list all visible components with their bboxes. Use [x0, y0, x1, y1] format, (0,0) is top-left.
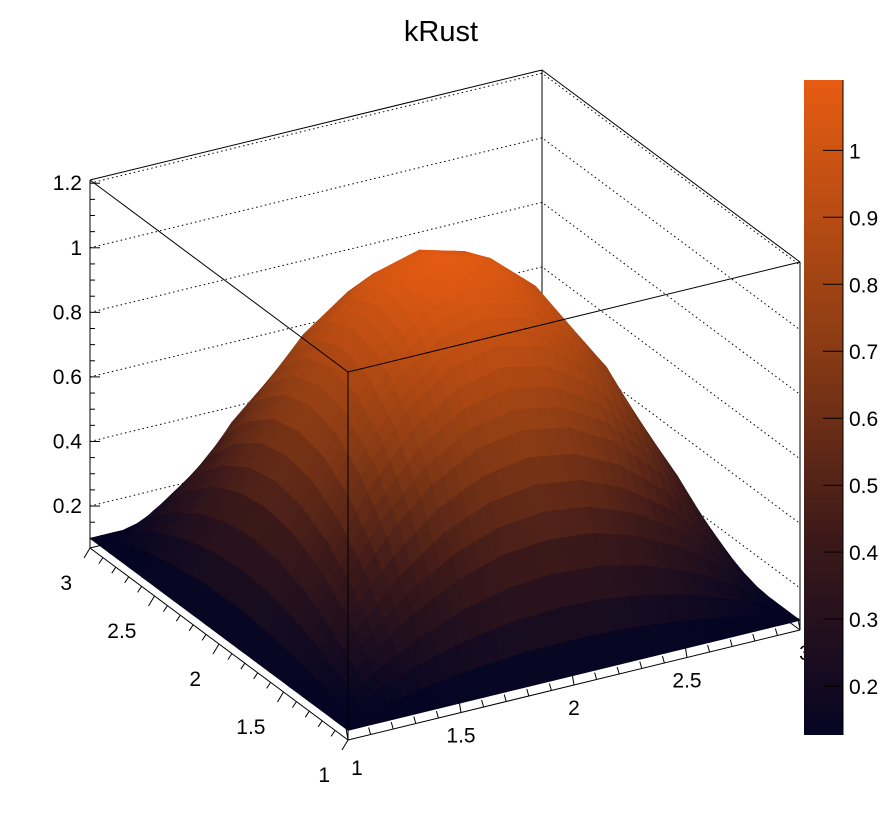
colorbar-tick-label: 0.2 — [849, 676, 878, 699]
color-palette-bar: 0.2 0.3 0.4 0.5 0.6 0.7 0.8 0.9 1 — [804, 80, 879, 735]
y-axis-tick — [124, 576, 130, 584]
x-axis-tick — [774, 628, 778, 636]
y-axis-tick-label: 1.5 — [236, 716, 265, 739]
y-axis-tick — [212, 643, 220, 655]
z-axis-tick-label: 1 — [70, 237, 82, 260]
x-axis-tick — [616, 666, 620, 675]
y-axis-tick — [291, 701, 297, 708]
colorbar-tick-label: 0.4 — [849, 542, 879, 565]
z-axis-tick-label: 0.2 — [53, 495, 82, 518]
box-edge — [541, 69, 801, 263]
y-axis-tick — [188, 624, 194, 632]
x-axis-tick — [594, 672, 598, 680]
z-axis-tick-label: 0.4 — [53, 430, 83, 453]
colorbar-tick-label: 0.7 — [849, 341, 878, 364]
x-axis-tick — [368, 727, 372, 735]
y-axis-tick-label: 3 — [60, 572, 72, 595]
y-axis-tick — [98, 557, 104, 564]
x-axis-tick-label: 2 — [568, 697, 580, 720]
box-edge — [89, 69, 543, 181]
x-axis-tick — [526, 688, 530, 697]
colorbar-tick-label: 0.8 — [849, 274, 878, 297]
x-axis-tick — [729, 639, 733, 647]
colorbar-tick-label: 0.5 — [849, 475, 878, 498]
y-axis-tick — [175, 614, 181, 622]
y-axis-tick — [201, 634, 207, 641]
x-axis-tick — [390, 721, 394, 730]
back-walls — [89, 69, 801, 631]
y-axis-tick — [227, 653, 233, 660]
z-axis-tick-label: 0.8 — [53, 301, 82, 324]
grid-line — [89, 137, 801, 331]
x-axis-tick — [661, 655, 665, 664]
y-axis-tick-label: 2 — [189, 668, 201, 691]
x-axis-tick — [435, 710, 439, 719]
grid-line — [89, 395, 801, 589]
grid-line — [89, 266, 801, 460]
colorbar-tick-label: 0.3 — [849, 609, 878, 632]
y-axis-tick — [266, 682, 272, 689]
y-axis-tick — [330, 730, 336, 737]
x-axis-tick — [548, 683, 552, 691]
z-axis-tick-label: 0.6 — [53, 366, 82, 389]
y-axis-tick — [137, 586, 143, 593]
grid-line — [89, 330, 801, 524]
palette-gradient — [804, 80, 843, 735]
box-edge — [89, 179, 349, 373]
x-axis-tick — [413, 716, 417, 724]
grid-line — [89, 72, 801, 266]
x-axis-tick — [345, 727, 349, 741]
z-axis-tick-label: 1.2 — [53, 172, 82, 195]
colorbar-tick-label: 1 — [849, 140, 861, 163]
y-axis-tick — [317, 720, 323, 728]
y-axis-tick — [341, 739, 349, 751]
x-axis-tick-label: 1 — [351, 757, 363, 780]
box-edge — [347, 261, 801, 373]
y-axis-tick — [111, 566, 117, 574]
x-axis-tick — [481, 699, 485, 708]
colorbar-tick-label: 0.9 — [849, 207, 878, 230]
x-axis-tick — [639, 661, 643, 669]
y-axis-tick — [148, 595, 155, 607]
y-axis-tick — [162, 605, 168, 612]
x-axis-tick-label: 2.5 — [672, 670, 701, 693]
x-axis-tick — [503, 694, 507, 702]
chart-title: kRust — [404, 16, 478, 48]
surface — [89, 249, 801, 731]
y-axis-tick — [253, 672, 259, 680]
y-axis-tick-label: 1 — [318, 764, 330, 787]
x-axis-tick — [752, 633, 756, 642]
y-axis-tick-label: 2.5 — [107, 620, 136, 643]
grid-line — [89, 201, 801, 395]
x-axis-tick — [797, 617, 801, 631]
y-axis-tick — [83, 547, 91, 559]
y-axis-tick — [240, 662, 246, 670]
y-axis-tick — [304, 710, 310, 718]
x-axis-tick — [458, 700, 462, 713]
x-axis-tick — [571, 672, 575, 686]
x-axis-tick-label: 1.5 — [446, 725, 475, 748]
surface-cell — [340, 719, 361, 731]
x-axis-tick — [684, 645, 688, 658]
colorbar-tick-label: 0.6 — [849, 408, 878, 431]
x-axis-tick — [707, 644, 711, 653]
y-axis-tick — [277, 691, 284, 703]
axes: 0.20.40.60.811.211.522.5311.522.53 — [53, 172, 811, 787]
